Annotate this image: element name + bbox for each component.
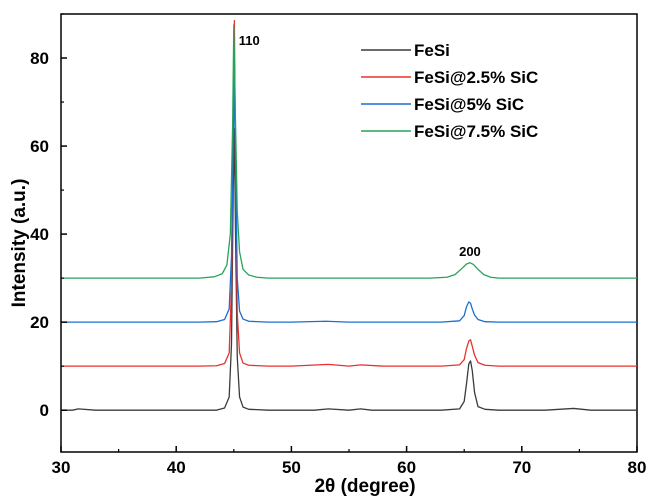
legend-label-0: FeSi xyxy=(414,41,450,60)
series-line-0 xyxy=(61,127,637,411)
peak-annotation-0: 110 xyxy=(239,33,260,48)
plot-area xyxy=(60,13,638,453)
legend-label-2: FeSi@5% SiC xyxy=(414,95,524,114)
x-tick-label-1: 40 xyxy=(167,458,186,477)
legend-label-3: FeSi@7.5% SiC xyxy=(414,122,538,141)
series-line-2 xyxy=(61,79,637,323)
x-tick-label-0: 30 xyxy=(52,458,71,477)
x-tick-label-5: 80 xyxy=(628,458,647,477)
x-axis-title: 2θ (degree) xyxy=(314,476,415,497)
peak-annotation-1: 200 xyxy=(459,244,481,259)
series-line-3 xyxy=(61,24,637,279)
y-tick-label-1: 20 xyxy=(30,313,49,332)
y-axis-title: Intensity (a.u.) xyxy=(9,179,30,308)
plot-frame xyxy=(60,13,638,453)
series-line-1 xyxy=(61,19,637,367)
y-tick-label-0: 0 xyxy=(40,401,49,420)
x-tick-label-2: 50 xyxy=(282,458,301,477)
annotations: 110 200 xyxy=(239,33,481,259)
x-tick-label-4: 70 xyxy=(512,458,531,477)
legend-label-1: FeSi@2.5% SiC xyxy=(414,68,538,87)
axes: 30 40 50 60 70 80 0 20 40 60 80 xyxy=(30,13,647,477)
y-tick-label-3: 60 xyxy=(30,137,49,156)
y-tick-label-4: 80 xyxy=(30,49,49,68)
legend: FeSi FeSi@2.5% SiC FeSi@5% SiC FeSi@7.5% Si… xyxy=(361,41,538,141)
series-layer xyxy=(61,19,637,411)
x-tick-label-3: 60 xyxy=(397,458,416,477)
y-tick-label-2: 40 xyxy=(30,225,49,244)
